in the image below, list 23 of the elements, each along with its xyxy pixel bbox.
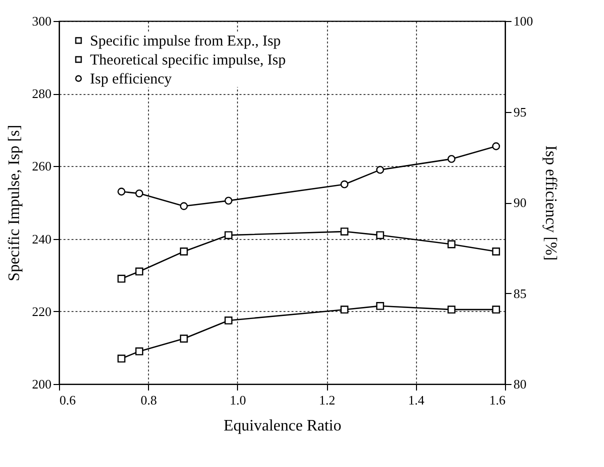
legend-label: Specific impulse from Exp., Isp [90, 34, 281, 50]
legend-label: Isp efficiency [90, 72, 172, 88]
y-axis-title: Specific Impulse, Isp [s] [6, 124, 23, 282]
y-tick-label: 240 [32, 231, 52, 246]
y-tick-label: 200 [32, 376, 52, 392]
x-axis-title: Equivalence Ratio [224, 418, 342, 434]
y-tick-label: 220 [32, 304, 52, 319]
x-tick-label: 1.2 [318, 392, 336, 408]
legend-label: Theoretical specific impulse, Isp [90, 52, 286, 68]
y2-tick-label: 85 [514, 286, 526, 301]
x-tick-label: 1.6 [489, 392, 506, 408]
x-tick-label: 1.0 [230, 392, 246, 408]
y2-tick-label: 100 [514, 14, 533, 28]
y2-tick-label: 90 [514, 195, 526, 210]
y2-tick-label: 80 [514, 376, 526, 392]
y2-tick-label: 95 [514, 104, 526, 120]
y-tick-label: 280 [32, 86, 52, 102]
y-tick-label: 260 [32, 158, 52, 174]
y-tick-label: 300 [32, 14, 52, 28]
x-tick-label: 0.6 [60, 392, 76, 408]
x-tick-label: 0.8 [140, 392, 157, 408]
x-tick-label: 1.4 [408, 392, 425, 408]
y2-axis-title: Isp efficiency [%] [542, 145, 559, 261]
